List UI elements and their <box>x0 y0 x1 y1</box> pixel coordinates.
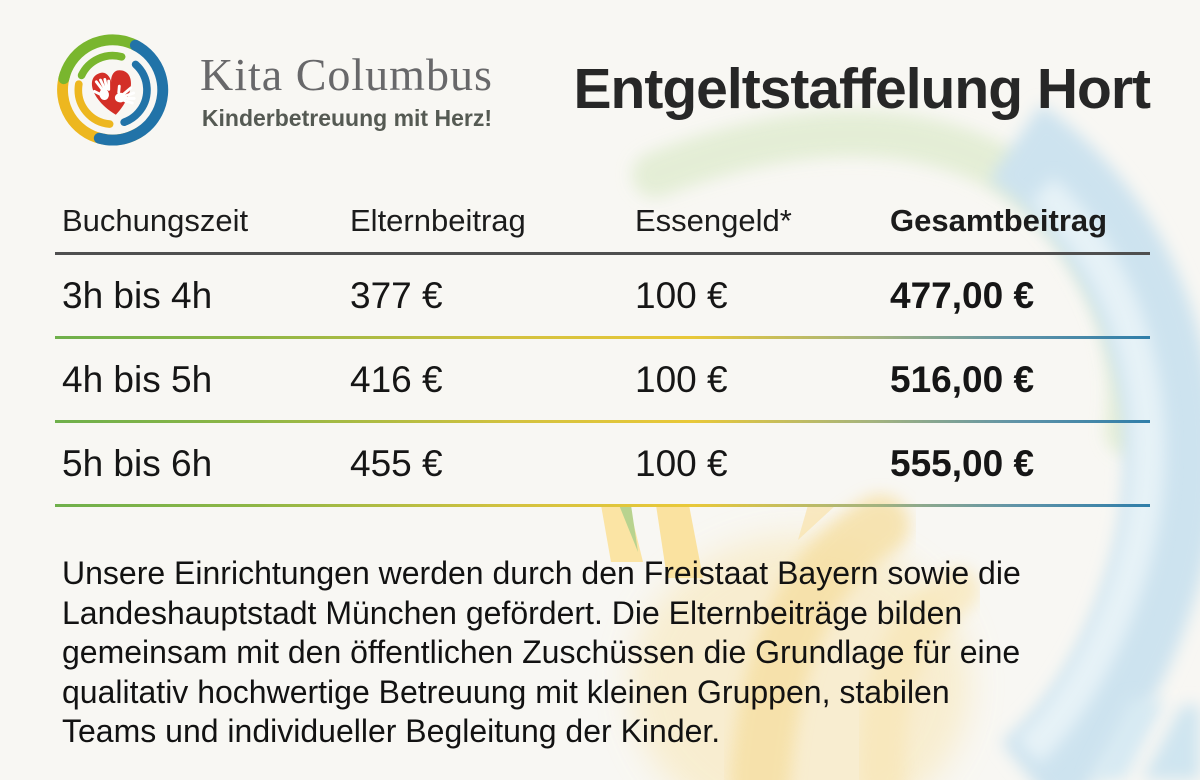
funding-note-line: qualitativ hochwertige Betreuung mit kle… <box>62 673 950 710</box>
funding-note-line: Teams und individueller Begleitung der K… <box>62 713 721 749</box>
cell-elternbeitrag: 455 € <box>350 442 443 484</box>
cell-essengeld: 100 € <box>635 358 728 400</box>
header-rule <box>55 252 1150 255</box>
table-row: 3h bis 4h 377 € 100 € 477,00 € <box>55 255 1150 336</box>
brand-tagline: Kinderbetreuung mit Herz! <box>201 105 492 131</box>
cell-gesamtbeitrag: 477,00 € <box>890 274 1035 316</box>
logo: Kita Columbus Kinderbetreuung mit Herz! <box>48 30 492 152</box>
funding-note-line: Unsere Einrichtungen werden durch den Fr… <box>62 555 1021 591</box>
row-separator <box>55 420 1150 423</box>
cell-gesamtbeitrag: 516,00 € <box>890 358 1035 400</box>
heart-hands-icon <box>91 70 136 115</box>
cell-gesamtbeitrag: 555,00 € <box>890 442 1035 484</box>
price-table: 3h bis 4h 377 € 100 € 477,00 € 4h bis 5h… <box>55 255 1150 507</box>
table-header-row: Buchungszeit Elternbeitrag Essengeld* Ge… <box>55 190 1157 252</box>
column-header-buchungszeit: Buchungszeit <box>62 203 249 238</box>
row-separator <box>55 336 1150 339</box>
cell-elternbeitrag: 377 € <box>350 274 443 316</box>
logo-text: Kita Columbus Kinderbetreuung mit Herz! <box>200 52 492 132</box>
table-row: 5h bis 6h 455 € 100 € 555,00 € <box>55 423 1150 504</box>
cell-elternbeitrag: 416 € <box>350 358 443 400</box>
column-header-essengeld: Essengeld* <box>635 203 792 238</box>
cell-buchungszeit: 5h bis 6h <box>62 442 213 484</box>
page-title: Entgeltstaffelung Hort <box>573 57 1151 121</box>
funding-note-line: gemeinsam mit den öffentlichen Zuschüsse… <box>62 634 1021 670</box>
table-row: 4h bis 5h 416 € 100 € 516,00 € <box>55 339 1150 420</box>
kita-columbus-logo-icon <box>57 34 169 146</box>
column-header-elternbeitrag: Elternbeitrag <box>350 203 526 238</box>
cell-buchungszeit: 4h bis 5h <box>62 358 213 400</box>
cell-essengeld: 100 € <box>635 274 728 316</box>
brand-name: Kita Columbus <box>200 49 493 100</box>
cell-essengeld: 100 € <box>635 442 728 484</box>
row-separator <box>55 504 1150 507</box>
column-header-gesamtbeitrag: Gesamtbeitrag <box>890 203 1108 238</box>
funding-note: Unsere Einrichtungen werden durch den Fr… <box>62 554 1152 752</box>
cell-buchungszeit: 3h bis 4h <box>62 274 213 316</box>
funding-note-line: Landeshauptstadt München gefördert. Die … <box>62 594 963 631</box>
